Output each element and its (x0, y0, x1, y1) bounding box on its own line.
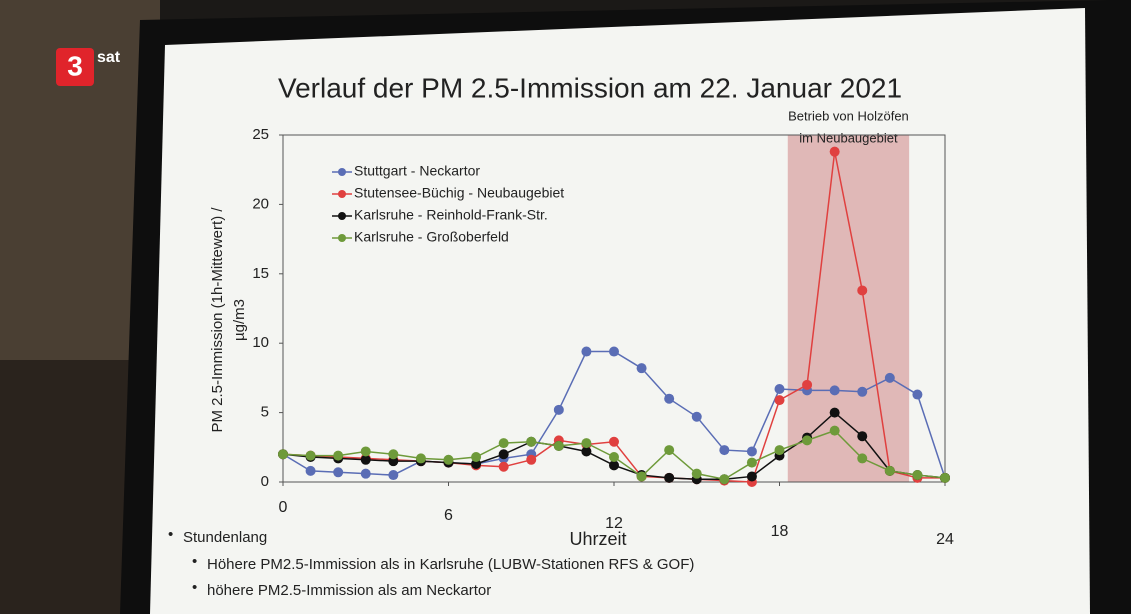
y-axis-label: µg/m3 (231, 299, 248, 341)
desk (0, 360, 140, 614)
legend-label: Karlsruhe - Großoberfeld (354, 229, 509, 245)
legend-marker (338, 168, 346, 176)
data-point (884, 372, 895, 383)
data-point (829, 385, 840, 396)
data-point (802, 435, 813, 446)
highlight-label: im Neubaugebiet (799, 130, 898, 145)
x-tick-label: 6 (444, 507, 453, 524)
data-point (471, 458, 482, 469)
logo-text: sat (97, 49, 121, 66)
data-point (526, 436, 537, 447)
logo-box (56, 48, 94, 86)
data-point (857, 285, 868, 296)
data-point (581, 346, 592, 357)
highlight-band (787, 135, 910, 482)
highlight-label: Betrieb von Holzöfen (788, 108, 909, 123)
data-point (857, 386, 868, 397)
data-point (940, 472, 950, 483)
data-point (415, 453, 426, 464)
y-tick-label: 20 (252, 195, 269, 212)
data-point (774, 445, 785, 456)
data-point (746, 471, 757, 482)
logo-mark: 3 (67, 50, 83, 81)
data-point (305, 465, 316, 476)
data-point (609, 436, 619, 447)
y-tick-label: 15 (252, 265, 269, 282)
chart-title: Verlauf der PM 2.5-Immission am 22. Janu… (278, 72, 902, 103)
x-tick-label: 0 (279, 499, 288, 516)
data-point (719, 445, 730, 456)
data-point (360, 446, 371, 457)
y-tick-label: 0 (261, 473, 269, 490)
data-point (636, 471, 647, 482)
data-point (802, 379, 813, 390)
data-point (333, 450, 344, 461)
data-point (471, 452, 482, 463)
data-point (774, 384, 785, 395)
y-axis-label: PM 2.5-Immission (1h-Mittewert) / (209, 207, 226, 433)
data-point (829, 425, 840, 436)
data-point (498, 461, 509, 472)
bullet-text: Stundenlang (183, 529, 267, 546)
data-point (912, 470, 923, 481)
x-axis-label: Uhrzeit (569, 529, 626, 549)
data-point (609, 452, 619, 463)
x-tick-label: 18 (771, 523, 789, 540)
data-point (553, 440, 564, 451)
chart: Betrieb von Holzöfen im Neubaugebiet 0 5 10 1… (252, 108, 954, 548)
bullet: • (192, 579, 197, 596)
x-tick-label: 24 (936, 531, 954, 548)
data-point (333, 467, 344, 478)
x-tick-label: 12 (605, 515, 623, 532)
data-point (719, 474, 730, 485)
data-point (857, 431, 868, 442)
data-point (746, 446, 757, 457)
legend-marker (338, 212, 346, 220)
data-point (857, 453, 868, 464)
data-point (305, 450, 316, 461)
data-point (636, 363, 647, 374)
data-point (884, 465, 895, 476)
data-point (774, 395, 785, 406)
legend-marker (338, 190, 346, 198)
data-point (581, 446, 592, 457)
data-point (443, 454, 454, 465)
data-point (912, 389, 923, 400)
data-point (360, 454, 371, 465)
y-tick-label: 25 (252, 126, 269, 143)
legend-marker (338, 234, 346, 242)
data-point (609, 346, 619, 357)
data-point (746, 457, 757, 468)
data-point (664, 445, 675, 456)
data-point (388, 456, 399, 467)
data-point (691, 411, 702, 422)
bullet: • (168, 526, 173, 543)
legend-label: Stuttgart - Neckartor (354, 163, 480, 179)
data-point (498, 449, 509, 460)
data-point (388, 449, 399, 460)
data-point (553, 404, 564, 415)
y-tick-label: 5 (261, 404, 269, 421)
legend-label: Stutensee-Büchig - Neubaugebiet (354, 185, 564, 201)
y-tick-label: 10 (252, 334, 269, 351)
bullet: • (192, 553, 197, 570)
data-point (498, 438, 509, 449)
data-point (829, 407, 840, 418)
data-point (691, 468, 702, 479)
data-point (664, 393, 675, 404)
bullet-text: Höhere PM2.5-Immission als in Karlsruhe … (207, 556, 694, 573)
legend-label: Karlsruhe - Reinhold-Frank-Str. (354, 207, 548, 223)
data-point (360, 468, 371, 479)
data-point (664, 472, 675, 483)
data-point (278, 449, 288, 460)
data-point (581, 438, 592, 449)
data-point (609, 460, 619, 471)
data-point (388, 470, 399, 481)
data-point (829, 146, 840, 157)
data-point (526, 454, 537, 465)
bullet-text: höhere PM2.5-Immission als am Neckartor (207, 582, 491, 599)
